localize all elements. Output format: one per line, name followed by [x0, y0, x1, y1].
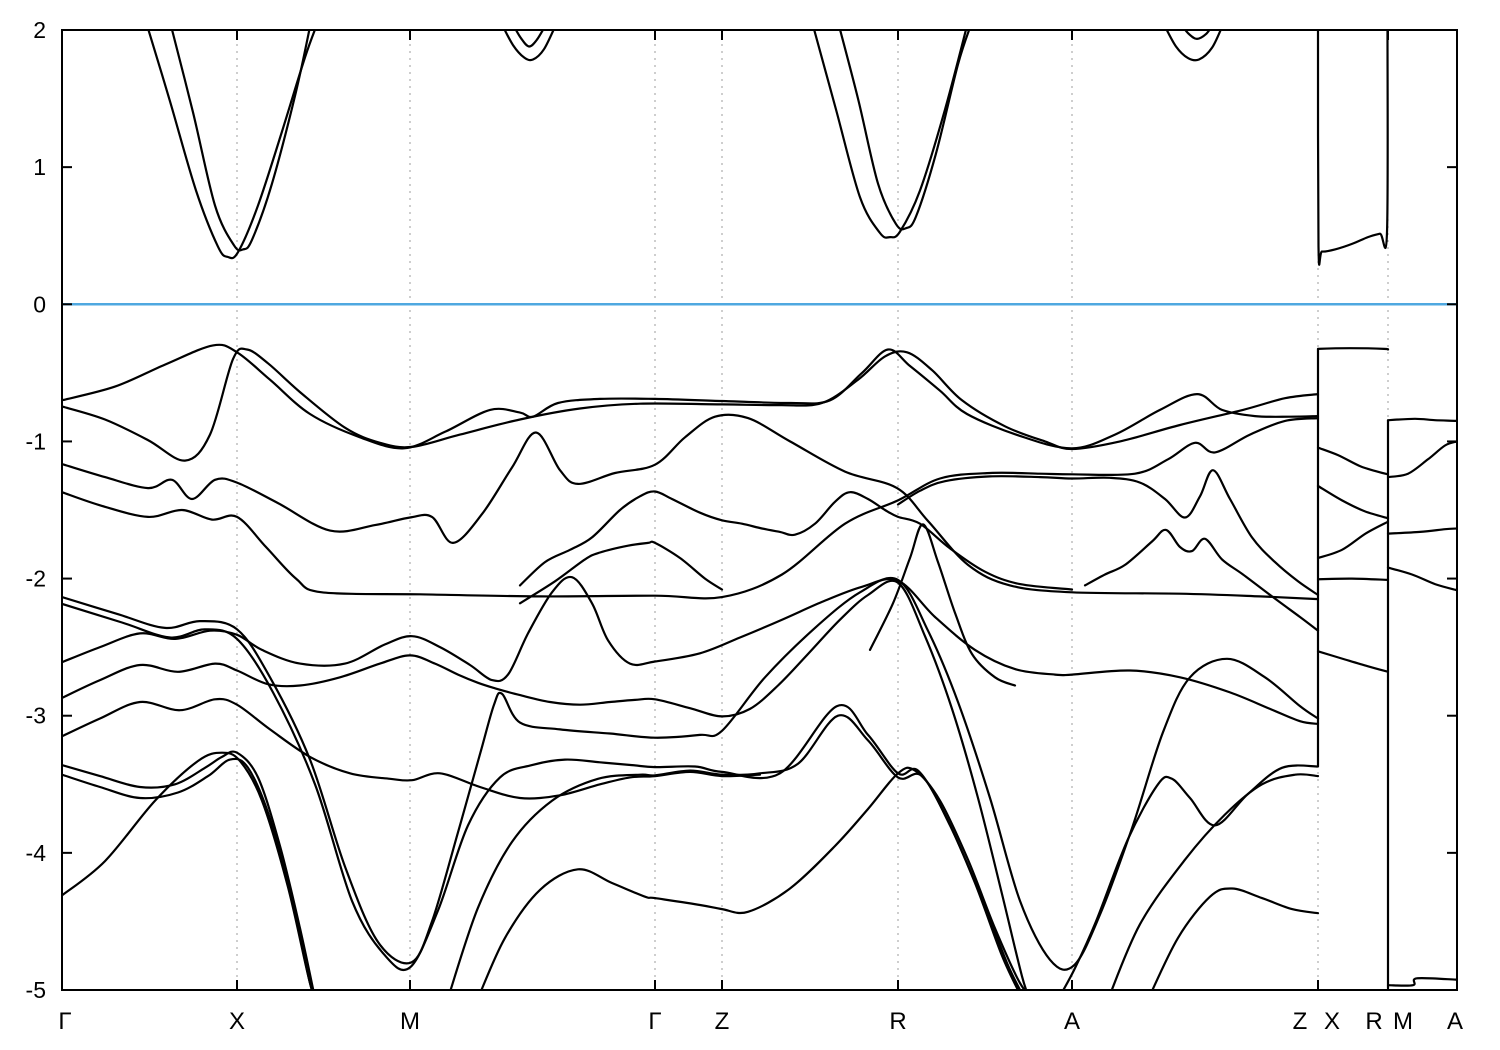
x-tick-label: Γ	[648, 1008, 661, 1035]
gridlines	[236, 30, 1389, 990]
valence-band	[63, 575, 1320, 725]
band-segment-MA	[1386, 440, 1456, 479]
valence-band	[63, 413, 1320, 601]
x-tick-label: R	[1365, 1008, 1382, 1035]
conduction-band	[813, 31, 967, 239]
valence-band	[1083, 528, 1320, 632]
x-tick-label: Z	[1293, 1008, 1308, 1035]
conduction-band	[147, 31, 316, 260]
x-tick-label: A	[1064, 1008, 1080, 1035]
y-tick-label: -3	[26, 703, 46, 729]
band-segment-XR	[1316, 347, 1390, 351]
band-segment-XR	[1316, 520, 1390, 560]
valence-band	[518, 540, 724, 605]
valence-band	[63, 579, 1027, 989]
x-tick-label: Z	[715, 1008, 730, 1035]
band-segment-XR	[1316, 650, 1390, 673]
valence-band	[63, 576, 1320, 971]
plot-border	[61, 29, 1458, 991]
conduction-band	[1316, 31, 1389, 266]
band-segment-XR	[1316, 577, 1390, 581]
valence-band	[63, 757, 313, 989]
conduction-band	[1166, 31, 1222, 62]
y-tick-label: 0	[33, 291, 46, 317]
conduction-band	[839, 31, 970, 231]
conduction-band	[171, 31, 311, 252]
valence-band	[449, 714, 1021, 989]
y-tick-label: -2	[26, 566, 46, 592]
band-segment-MA	[1386, 417, 1456, 422]
axis-labels: 210-1-2-3-4-5Γ X M Γ Z R A Z X R M A	[26, 17, 1463, 1035]
valence-band	[63, 603, 1019, 989]
valence-band	[1111, 773, 1320, 989]
valence-band	[63, 343, 1320, 450]
x-tick-label: X	[1324, 1008, 1340, 1035]
valence-band	[896, 469, 1320, 597]
x-tick-label: A	[1447, 1008, 1463, 1035]
band-segment-MA	[1386, 566, 1456, 592]
y-tick-label: 1	[33, 154, 46, 180]
x-tick-label: M	[400, 1008, 420, 1035]
y-tick-label: -4	[26, 840, 47, 866]
band-segment-XR	[1316, 446, 1390, 476]
x-tick-label: Γ	[58, 1008, 71, 1035]
valence-band	[63, 347, 1320, 462]
band-segment-MA	[1386, 976, 1456, 987]
conduction-band	[1184, 31, 1211, 40]
valence-band	[63, 417, 1320, 600]
valence-band	[1151, 887, 1320, 989]
conduction-band	[515, 31, 544, 48]
band-segment-MA	[1386, 527, 1456, 535]
x-tick-label: R	[889, 1008, 906, 1035]
conduction-band	[504, 31, 555, 62]
valence-band	[63, 751, 313, 989]
y-tick-label: -5	[26, 977, 46, 1003]
valence-band	[868, 523, 1017, 687]
valence-band	[1062, 764, 1320, 989]
plot-frame	[61, 29, 1458, 991]
y-tick-label: 2	[33, 17, 46, 43]
valence-band	[480, 766, 1026, 989]
energy-bands	[63, 31, 1456, 989]
valence-band	[518, 490, 1074, 591]
x-tick-label: M	[1393, 1008, 1413, 1035]
valence-band	[63, 697, 762, 800]
x-tick-label: X	[229, 1008, 245, 1035]
valence-band	[63, 750, 315, 989]
y-tick-label: -1	[26, 428, 46, 454]
band-segment-XR	[1316, 484, 1390, 520]
